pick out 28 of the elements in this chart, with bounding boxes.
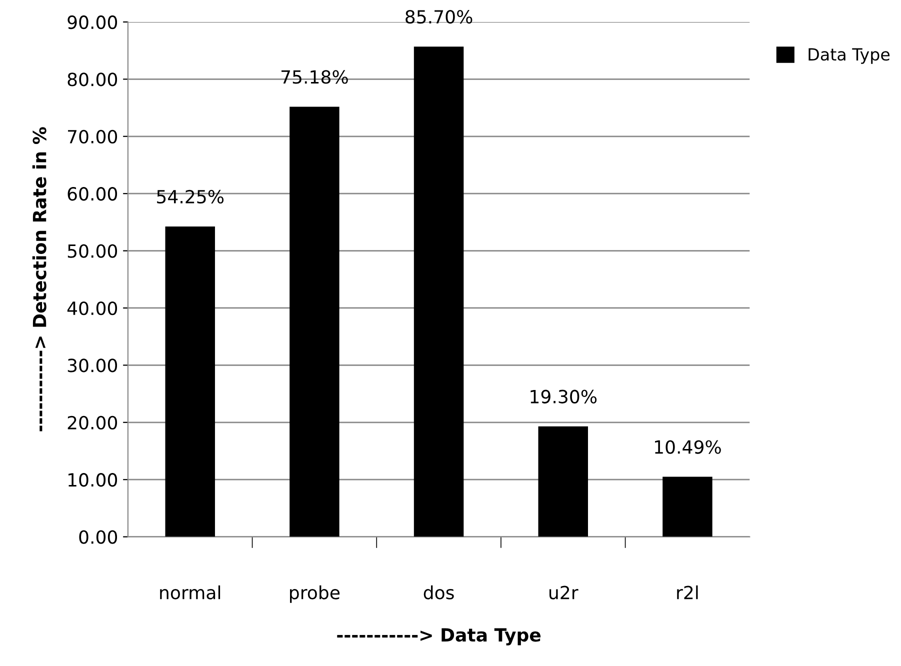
y-tick-label: 40.00 [67, 301, 118, 316]
data-label: 54.25% [157, 190, 224, 204]
y-axis-title: -----------> Detection Rate in % [32, 127, 46, 432]
x-tick-label: normal [160, 585, 220, 600]
y-tick-label: 80.00 [68, 72, 118, 86]
bar [414, 46, 464, 537]
bar [538, 426, 588, 537]
bar [290, 106, 340, 537]
x-tick-label: dos [424, 585, 454, 600]
x-tick-label: probe [290, 585, 340, 603]
data-label: 10.49% [655, 440, 721, 454]
y-tick-label: 10.00 [68, 473, 118, 487]
y-tick-label: 30.00 [68, 358, 118, 372]
y-tick-label: 70.00 [68, 130, 118, 144]
y-tick-label: 0.00 [79, 530, 118, 544]
x-axis-title: -----------> Data Type [337, 628, 541, 646]
y-tick-label: 20.00 [68, 416, 118, 430]
data-label: 85.70% [406, 10, 472, 24]
y-tick-label: 50.00 [68, 244, 118, 258]
data-label: 19.30% [530, 390, 597, 404]
bar [662, 476, 712, 537]
y-tick-label: 60.00 [68, 187, 118, 201]
data-label: 75.18% [282, 70, 348, 84]
y-tick-label: 90.00 [68, 15, 118, 30]
legend-label: Data Type [808, 48, 890, 64]
x-tick-label: r2l [677, 585, 698, 600]
bar [165, 226, 215, 537]
x-tick-label: u2r [549, 586, 578, 600]
